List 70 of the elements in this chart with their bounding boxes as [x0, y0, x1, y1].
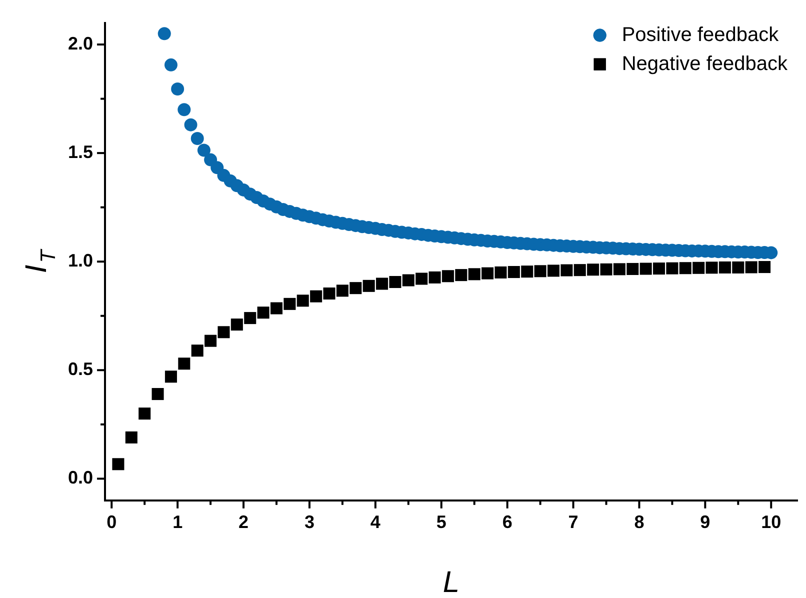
x-tick-label: 1: [172, 512, 183, 532]
point: [257, 306, 270, 319]
y-tick-label: 0.0: [68, 468, 94, 488]
y-tick-label: 2.0: [68, 33, 94, 54]
point: [323, 288, 336, 300]
x-axis-title: L: [442, 566, 460, 598]
point: [640, 262, 652, 275]
point: [718, 261, 731, 274]
point: [389, 276, 402, 288]
point: [626, 262, 639, 275]
point: [468, 268, 480, 280]
x-tick-label: 7: [568, 512, 578, 532]
x-tick-label: 3: [304, 512, 314, 532]
point: [547, 264, 560, 277]
point: [534, 265, 546, 278]
point: [613, 263, 626, 276]
point: [350, 282, 362, 294]
point: [600, 263, 612, 276]
point: [270, 302, 283, 314]
point: [204, 334, 217, 347]
point: [218, 326, 230, 338]
point: [296, 294, 309, 307]
x-tick-label: 8: [634, 512, 644, 532]
point: [164, 370, 177, 383]
legend-label: Negative feedback: [622, 52, 788, 75]
x-tick-label: 10: [761, 512, 782, 532]
point: [758, 261, 771, 274]
point: [494, 266, 507, 278]
point: [244, 312, 256, 324]
x-tick-label: 5: [436, 512, 446, 532]
point: [230, 318, 243, 331]
point: [482, 267, 494, 280]
point: [706, 262, 718, 274]
x-tick-label: 9: [700, 512, 710, 532]
point: [284, 298, 296, 310]
point: [138, 408, 151, 420]
point: [152, 388, 164, 400]
point: [428, 271, 441, 284]
point: [125, 431, 138, 444]
point: [692, 262, 705, 274]
point: [666, 262, 678, 274]
x-tick-label: 2: [238, 512, 249, 532]
point: [402, 274, 414, 286]
point: [732, 261, 744, 274]
point: [560, 264, 573, 276]
x-tick-label: 4: [370, 512, 380, 532]
y-tick-label: 1.5: [68, 142, 94, 162]
y-axis-title: IT: [20, 248, 60, 274]
x-tick-label: 6: [502, 512, 512, 532]
point: [191, 344, 204, 357]
point: [508, 266, 520, 278]
point: [679, 262, 692, 274]
legend-label: Positive feedback: [622, 24, 780, 46]
point: [574, 264, 586, 276]
point: [455, 269, 468, 282]
point: [336, 284, 348, 297]
point: [362, 280, 375, 292]
point: [310, 290, 322, 302]
point: [112, 458, 124, 470]
y-tick-label: 0.5: [68, 359, 94, 380]
point: [745, 261, 758, 274]
point: [178, 358, 190, 370]
point: [416, 272, 428, 285]
point: [442, 270, 454, 282]
y-tick-label: 1.0: [68, 250, 94, 271]
point: [652, 262, 666, 275]
point: [587, 264, 600, 276]
point: [376, 278, 388, 290]
point: [521, 266, 534, 278]
x-tick-label: 0: [106, 512, 117, 532]
